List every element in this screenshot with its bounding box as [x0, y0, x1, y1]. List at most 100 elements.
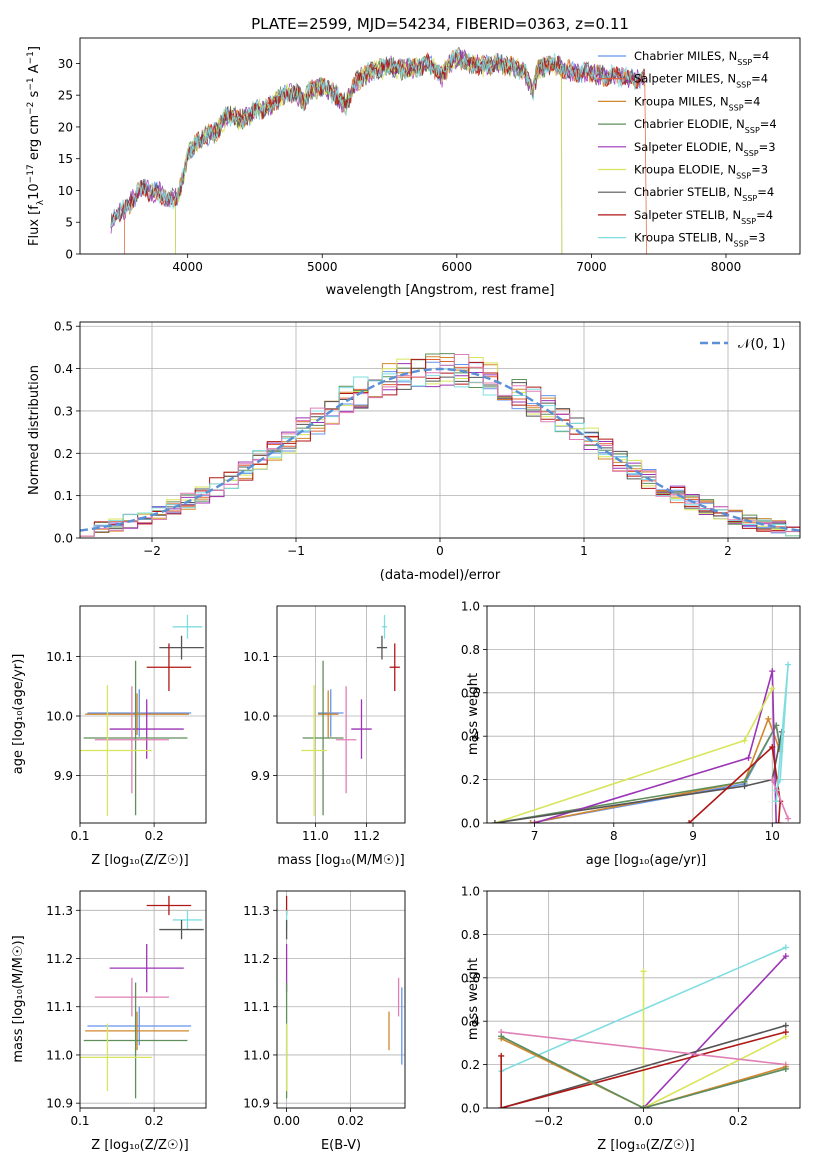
legend-entry: 𝒩(0, 1) — [738, 337, 785, 352]
weight-marker-chabrier_stelib — [782, 1022, 789, 1029]
y-tick-label: 10.9 — [243, 1097, 270, 1111]
y-tick-label: 0.3 — [54, 404, 73, 418]
weight-marker-salpeter_stelib — [686, 820, 693, 823]
x-axis-label: (data-model)/error — [380, 568, 501, 583]
panel-weight_vs_Z: −0.2 0.0 0.2 0.0 0.2 0.4 0.6 0.8 1.0 Z [log₁₀(Z/Z… — [461, 885, 801, 1153]
legend-entry: Kroupa ELODIE, NSSP=3 — [634, 163, 768, 181]
y-tick-label: 0.6 — [461, 971, 480, 985]
weight-marker-kroupa_stelib — [782, 944, 789, 951]
x-tick-label: 5000 — [307, 260, 338, 274]
weight-marker-chabrier_elodie — [498, 1033, 505, 1040]
y-tick-label: 9.9 — [251, 769, 270, 783]
y-tick-label: 0.2 — [461, 773, 480, 787]
x-tick-label: 7000 — [576, 260, 607, 274]
panel-age_vs_mass: 11.0 11.2 9.9 10.0 10.1 mass [log₁₀(M/M☉)] — [243, 605, 406, 868]
weight-marker-salpeter_stelib — [782, 1029, 789, 1036]
x-tick-label: 0.2 — [729, 1114, 748, 1128]
x-tick-label: 11.2 — [353, 829, 380, 843]
x-axis-label: mass [log₁₀(M/M☉)] — [277, 853, 404, 868]
y-tick-label: 0.8 — [461, 928, 480, 942]
weight-line-salpeter_elodie — [642, 955, 787, 1108]
weight-marker-kroupa_stelib — [777, 776, 784, 783]
plot-area — [491, 661, 792, 823]
weight-line-chabrier_elodie — [500, 1035, 787, 1108]
y-tick-label: 0.6 — [461, 686, 480, 700]
x-tick-label: 0.1 — [70, 1114, 89, 1128]
y-axis-label: mass weight — [466, 958, 481, 1040]
y-tick-label: 0.2 — [54, 447, 73, 461]
y-tick-label: 0.4 — [54, 362, 73, 376]
weight-line-kroupa_miles — [500, 1037, 787, 1108]
weight-line-kroupa_stelib — [775, 664, 789, 802]
plot-area — [80, 353, 800, 538]
weight-line-chabrier_elodie — [494, 723, 781, 823]
figure-title: PLATE=2599, MJD=54234, FIBERID=0363, z=0… — [251, 15, 629, 33]
y-tick-label: 0.4 — [461, 1015, 480, 1029]
x-axis-label: Z [log₁₀(Z/Z☉)] — [91, 853, 188, 868]
axes-frame — [276, 605, 406, 824]
y-tick-label: 11.2 — [243, 952, 270, 966]
panel-mass_vs_ebv: 0.00 0.02 10.9 11.0 11.1 11.2 11.3 E(B-V) — [243, 890, 406, 1153]
y-tick-label: 10.1 — [46, 650, 73, 664]
panel-residuals: −2 −1 0 1 2 0.0 0.1 0.2 0.3 0.4 0.5 (data-model)/er… — [27, 320, 801, 583]
axes-frame — [486, 605, 801, 824]
weight-line-kroupa_elodie — [642, 971, 787, 1108]
weight-line-pink — [501, 1031, 786, 1066]
legend-entry: Kroupa STELIB, NSSP=3 — [634, 231, 765, 249]
x-tick-label: 6000 — [442, 260, 473, 274]
weight-marker-kroupa_elodie — [769, 685, 776, 692]
y-tick-label: 10.1 — [243, 650, 270, 664]
legend-entry: Kroupa MILES, NSSP=4 — [634, 94, 760, 112]
weight-marker-kroupa_stelib — [773, 798, 780, 805]
x-tick-label: 0.0 — [634, 1114, 653, 1128]
legend-entry: Salpeter STELIB, NSSP=4 — [634, 208, 773, 226]
weight-marker-chabrier_elodie — [640, 1105, 647, 1108]
panel-spectrum: 4000 5000 6000 7000 8000 0 5 10 15 20 25 30 waveleng… — [26, 37, 801, 298]
weight-marker-chabrier_elodie — [782, 1065, 789, 1072]
x-tick-label: 0.1 — [70, 829, 89, 843]
weight-line-pink — [771, 779, 789, 819]
weight-marker-salpeter_elodie — [782, 953, 789, 960]
y-tick-label: 11.0 — [46, 1048, 73, 1062]
x-tick-label: 2 — [724, 544, 732, 558]
y-tick-label: 1.0 — [461, 600, 480, 614]
y-tick-label: 9.9 — [54, 769, 73, 783]
x-axis-label: wavelength [Angstrom, rest frame] — [326, 283, 555, 298]
weight-marker-kroupa_stelib — [785, 661, 792, 668]
weight-line-chabrier_stelib — [494, 731, 783, 823]
weight-marker-salpeter_elodie — [531, 820, 538, 823]
axes-frame — [79, 37, 801, 255]
y-tick-label: 0.1 — [54, 489, 73, 503]
x-tick-label: 10 — [765, 829, 780, 843]
plot-area — [285, 895, 403, 1099]
y-tick-label: 0 — [65, 248, 73, 262]
y-tick-label: 0.2 — [461, 1058, 480, 1072]
y-tick-label: 11.1 — [46, 1000, 73, 1014]
y-tick-label: 20 — [58, 120, 73, 134]
legend-entry: Chabrier ELODIE, NSSP=4 — [634, 117, 777, 135]
weight-marker-kroupa_miles — [765, 715, 772, 722]
axes-frame — [79, 321, 801, 539]
y-tick-label: 10 — [58, 184, 73, 198]
y-axis-label: Flux [fλ10−17 erg cm−2 s−1 A−1] — [26, 46, 46, 246]
y-tick-label: 15 — [58, 152, 73, 166]
x-tick-label: 0.02 — [337, 1114, 364, 1128]
x-tick-label: 8000 — [711, 260, 742, 274]
weight-marker-pink — [769, 776, 776, 783]
y-axis-label: mass [log₁₀(M/M☉)] — [11, 935, 26, 1062]
x-tick-label: 0.00 — [273, 1114, 300, 1128]
y-axis-label: mass weight — [466, 673, 481, 755]
weight-marker-salpeter_stelib — [498, 1052, 505, 1059]
y-tick-label: 11.2 — [46, 952, 73, 966]
weight-marker-kroupa_miles — [527, 820, 534, 823]
panel-mass_vs_Z: 0.1 0.2 10.9 11.0 11.1 11.2 11.3 Z [log₁₀(Z/Z☉)… — [11, 890, 207, 1153]
y-tick-label: 0.0 — [461, 1102, 480, 1116]
x-tick-label: 0 — [436, 544, 444, 558]
axes-frame — [276, 890, 406, 1109]
y-tick-label: 0.0 — [461, 817, 480, 831]
y-axis-label: age [log₁₀(age/yr)] — [11, 654, 26, 775]
weight-marker-kroupa_elodie — [741, 737, 748, 744]
axes-frame — [486, 890, 801, 1109]
y-tick-label: 10.0 — [243, 709, 270, 723]
